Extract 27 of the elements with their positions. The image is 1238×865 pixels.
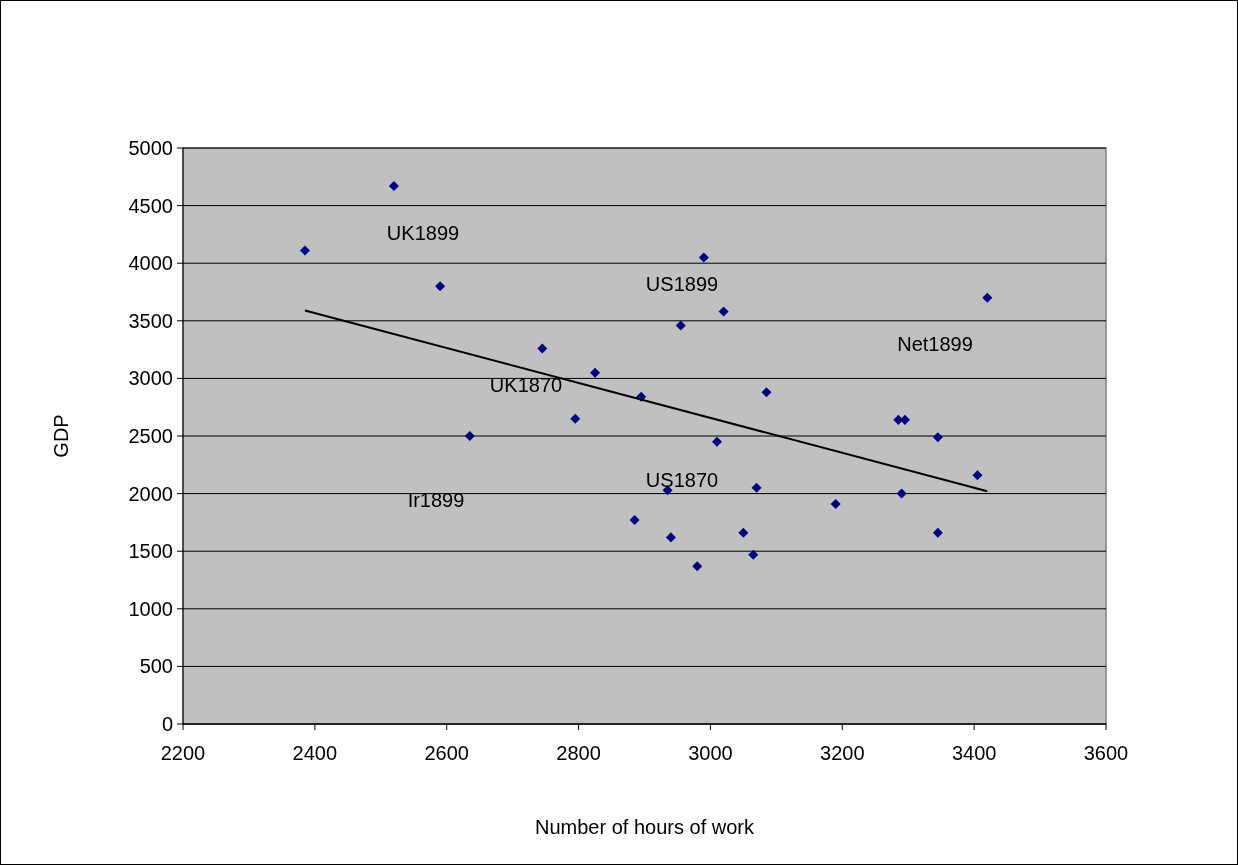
x-tick-label: 2200 (160, 742, 206, 764)
annotation: UK1899 (386, 222, 460, 244)
x-tick-label: 3600 (1083, 742, 1129, 764)
x-tick-label: 2400 (292, 742, 338, 764)
y-tick-label: 3500 (128, 309, 173, 332)
annotation: Net1899 (897, 333, 973, 355)
x-tick-label: 3200 (820, 742, 865, 764)
annotation: US1870 (645, 469, 719, 491)
annotation: Ir1899 (407, 489, 465, 511)
annotation: US1899 (645, 273, 719, 295)
y-tick-label: 4000 (128, 252, 173, 275)
x-tick-label: 3400 (951, 742, 997, 764)
y-tick-label: 500 (139, 655, 173, 678)
y-tick-label: 1000 (128, 597, 173, 620)
y-tick-label: 2000 (128, 482, 173, 505)
x-axis-title: Number of hours of work (535, 816, 755, 838)
y-tick-label: 1500 (128, 540, 173, 563)
x-tick-label: 2800 (556, 742, 601, 764)
y-tick-label: 3000 (128, 367, 173, 390)
y-axis-title: GDP (50, 414, 72, 458)
x-tick-label: 2600 (424, 742, 469, 764)
annotation: UK1870 (489, 374, 563, 396)
y-tick-label: 4500 (128, 194, 173, 217)
y-tick-label: 5000 (128, 137, 173, 159)
y-tick-label: 2500 (128, 425, 173, 447)
x-tick-label: 3000 (688, 742, 733, 764)
y-tick-label: 0 (161, 713, 173, 735)
